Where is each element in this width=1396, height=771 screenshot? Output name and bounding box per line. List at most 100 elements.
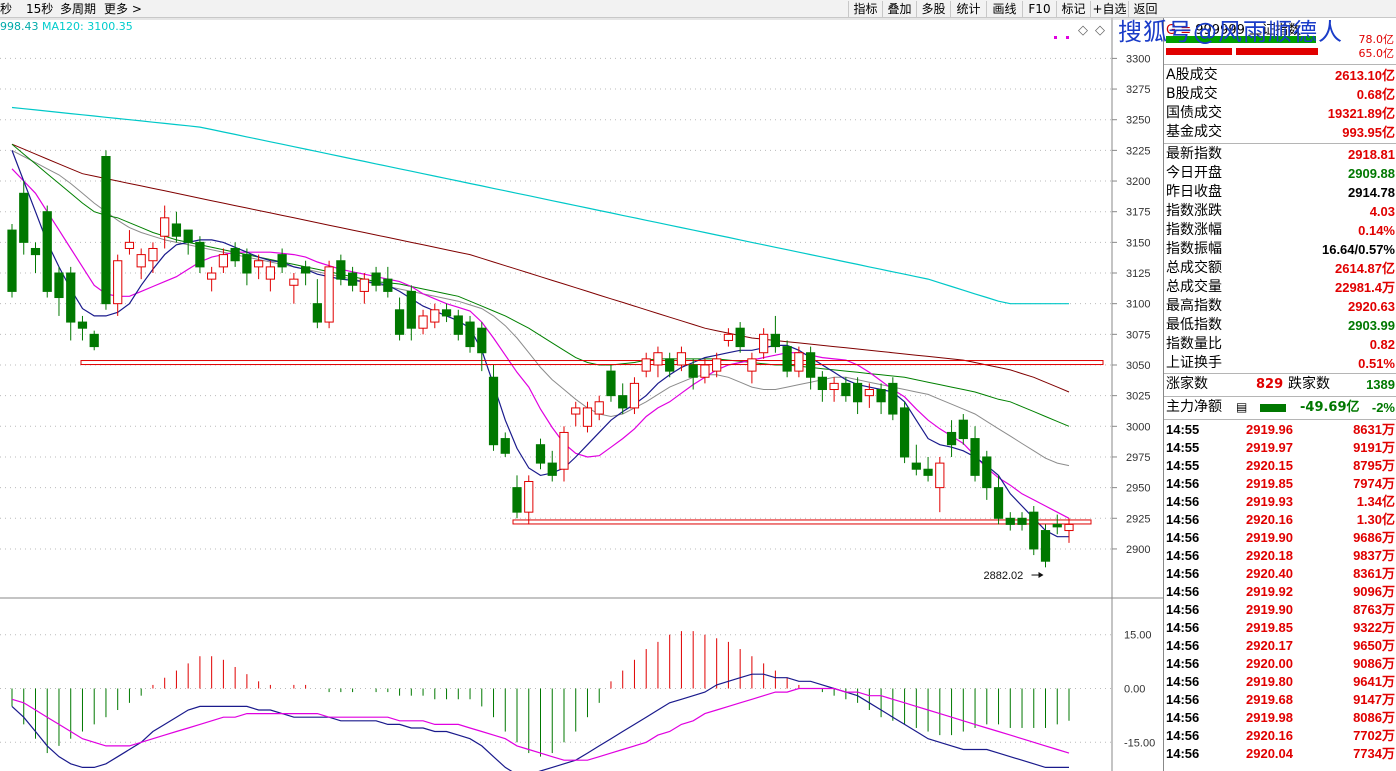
candle-body [77, 321, 88, 329]
candle-body [864, 389, 874, 397]
low-price-label: 2882.02 [984, 570, 1024, 582]
index-row-label: 今日开盘 [1166, 165, 1222, 181]
candle-body [207, 272, 217, 280]
index-row-label: 指数量比 [1166, 336, 1222, 352]
candle-body [759, 333, 769, 354]
g-icon: G ≡ [1166, 23, 1192, 38]
index-row: 指数涨跌 4.03 [1166, 202, 1395, 221]
index-row-label: 指数振幅 [1166, 241, 1222, 257]
tick-price: 2919.93 [1246, 494, 1293, 509]
more-button[interactable]: 更多 > [104, 2, 142, 16]
candle-body [535, 444, 546, 464]
support-line [512, 519, 1092, 525]
candle-body [993, 487, 1004, 519]
candle-body [218, 254, 229, 268]
back-button[interactable]: 返回 [1128, 1, 1162, 17]
period-tab-15s[interactable]: 15秒 [26, 2, 54, 16]
tick-time: 14:55 [1166, 422, 1200, 437]
tick-volume: 7702万 [1353, 728, 1395, 743]
tick-row: 14:56 2919.98 8086万 [1166, 709, 1395, 727]
candle-body [42, 211, 52, 292]
tick-price: 2919.68 [1246, 692, 1293, 707]
index-row-value: 2918.81 [1348, 147, 1395, 162]
resistance-line [80, 360, 1104, 366]
volume-row-value: 2613.10亿 [1335, 68, 1395, 83]
indicator-button[interactable]: 指标 [848, 1, 882, 17]
candle-body [911, 462, 921, 470]
y-tick-label: 3125 [1126, 268, 1150, 280]
tick-price: 2920.18 [1246, 548, 1293, 563]
f10-button[interactable]: F10 [1022, 1, 1056, 17]
candle-body [19, 192, 29, 243]
candle-body [923, 468, 933, 476]
candle-body [688, 364, 698, 378]
y-tick-label: 2900 [1126, 544, 1150, 556]
candle-body [618, 395, 628, 409]
candle-body [324, 266, 334, 323]
tick-price: 2920.17 [1246, 638, 1293, 653]
tick-time: 14:56 [1166, 746, 1200, 761]
decline-label: 跌家数 [1288, 376, 1330, 392]
macd-dea-line [11, 687, 1070, 761]
y-tick-label: 3100 [1126, 299, 1150, 311]
side-value-1: 78.0亿 [1358, 33, 1395, 46]
watermark: 搜狐号@风雨顺德人 [1118, 18, 1343, 46]
y-tick-label: 3175 [1126, 207, 1150, 219]
candle-body [524, 480, 534, 513]
statistics-button[interactable]: 统计 [950, 1, 986, 17]
tick-price: 2919.80 [1246, 674, 1293, 689]
candle-body [770, 333, 780, 348]
tick-price: 2920.15 [1246, 458, 1293, 473]
candle-body [841, 382, 851, 397]
tick-time: 14:56 [1166, 512, 1200, 527]
candle-body [371, 272, 381, 286]
overlay-button[interactable]: 叠加 [882, 1, 916, 17]
candle-body [418, 315, 428, 329]
divider [1164, 419, 1396, 420]
candle-body [806, 352, 816, 378]
macd-dif-line [11, 673, 1069, 771]
table-icon[interactable]: ▤ [1236, 400, 1248, 414]
volume-row-label: 国债成交 [1166, 105, 1222, 121]
index-row: 最新指数 2918.81 [1166, 145, 1395, 164]
candle-body [817, 376, 827, 391]
ma120-line [11, 106, 1069, 305]
candle-body [441, 309, 452, 317]
candle-body [582, 407, 593, 427]
ma120-legend: MA120: 3100.35 [42, 20, 133, 33]
candle-body [359, 278, 369, 292]
candle-body [958, 419, 968, 440]
tick-time: 14:55 [1166, 458, 1200, 473]
candle-body [113, 260, 123, 305]
volume-row-label: A股成交 [1166, 67, 1218, 83]
multi-period-button[interactable]: 多周期 [60, 2, 97, 16]
candle-body [935, 462, 945, 489]
y-tick-label: 3000 [1126, 421, 1150, 433]
main-flow-label: 主力净额 [1166, 399, 1222, 415]
y-tick-label: 2950 [1126, 483, 1150, 495]
tick-row: 14:56 2920.17 9650万 [1166, 637, 1395, 655]
candle-body [277, 254, 287, 268]
mark-button[interactable]: 标记 [1056, 1, 1090, 17]
index-row-label: 总成交量 [1166, 279, 1222, 295]
candle-body [101, 156, 111, 305]
flow-bar [1260, 404, 1286, 412]
tick-time: 14:55 [1166, 440, 1200, 455]
candle-body [629, 382, 640, 409]
candle-body [547, 462, 557, 476]
candle-body [289, 278, 299, 286]
tick-time: 14:56 [1166, 566, 1200, 581]
tick-time: 14:56 [1166, 638, 1200, 653]
draw-line-button[interactable]: 画线 [986, 1, 1022, 17]
index-name: 上证指数 [1249, 23, 1302, 38]
tick-row: 14:55 2920.15 8795万 [1166, 457, 1395, 475]
multi-stock-button[interactable]: 多股 [916, 1, 950, 17]
period-tab-sec[interactable]: 秒 [0, 2, 13, 16]
tick-price: 2920.04 [1246, 746, 1293, 761]
candle-body [488, 376, 499, 446]
candle-body [747, 358, 757, 372]
kline-chart[interactable]: 3300 3275 3250 3225 3200 3175 3150 3125 3100 3075… [0, 18, 1163, 771]
tick-volume: 8361万 [1353, 566, 1395, 581]
add-favorite-button[interactable]: +自选 [1090, 1, 1128, 17]
tick-volume: 8086万 [1353, 710, 1395, 725]
